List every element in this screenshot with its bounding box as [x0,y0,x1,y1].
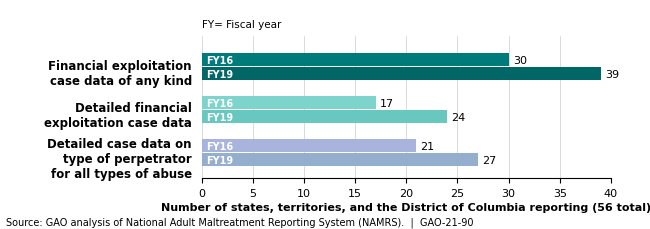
Text: FY16: FY16 [207,141,234,151]
X-axis label: Number of states, territories, and the District of Columbia reporting (56 total): Number of states, territories, and the D… [161,202,650,212]
Text: 21: 21 [421,141,435,151]
Text: FY19: FY19 [207,112,234,122]
Text: FY16: FY16 [207,98,234,108]
Text: FY= Fiscal year: FY= Fiscal year [202,20,281,30]
Text: 24: 24 [451,112,465,122]
Text: Detailed financial
exploitation case data: Detailed financial exploitation case dat… [44,102,192,130]
Text: 17: 17 [380,98,394,108]
Bar [202,97,376,109]
Text: FY16: FY16 [207,55,234,65]
Bar [202,154,478,166]
Text: Financial exploitation
case data of any kind: Financial exploitation case data of any … [48,59,192,87]
Bar [202,54,508,67]
Text: FY19: FY19 [207,155,234,165]
Text: 30: 30 [513,55,526,65]
Bar [202,111,447,124]
Bar [202,68,601,81]
Text: FY19: FY19 [207,70,234,79]
Text: 39: 39 [605,70,619,79]
Text: Source: GAO analysis of National Adult Maltreatment Reporting System (NAMRS).  |: Source: GAO analysis of National Adult M… [6,216,474,227]
Text: 27: 27 [482,155,496,165]
Text: Detailed case data on
type of perpetrator
for all types of abuse: Detailed case data on type of perpetrato… [47,137,192,180]
Bar [202,139,417,152]
